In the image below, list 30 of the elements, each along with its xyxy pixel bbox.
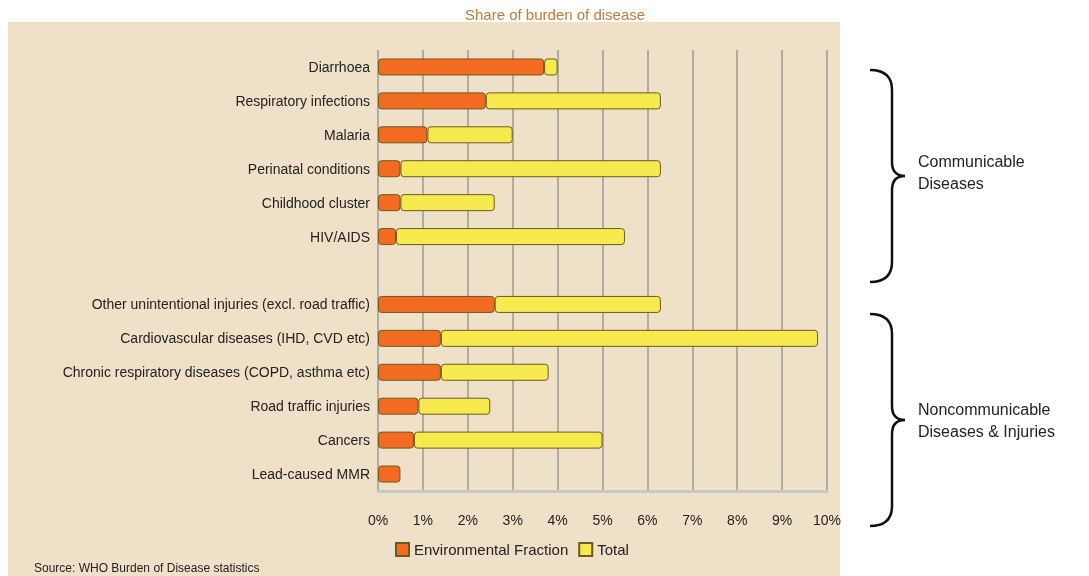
y-tick-label: Malaria	[324, 126, 371, 143]
text: Communicable Diseases	[918, 152, 1030, 192]
y-tick-label: Road traffic injuries	[250, 398, 370, 415]
x-tick-label: 5%	[592, 512, 613, 528]
y-tick-label: Cardiovascular diseases (IHD, CVD etc)	[120, 330, 370, 347]
x-tick-label: 6%	[637, 512, 658, 528]
legend-label: Total	[597, 541, 629, 558]
y-tick-label: Lead-caused MMR	[251, 466, 370, 483]
text: Noncommunicable Diseases & Injuries	[918, 400, 1055, 440]
bar	[378, 465, 401, 483]
x-tick-label: 7%	[682, 512, 703, 528]
x-tick-label: 0%	[367, 512, 389, 528]
y-tick-label: Perinatal conditions	[247, 160, 370, 177]
y-tick-label: Chronic respiratory diseases (COPD, asthma etc)	[62, 364, 370, 381]
x-tick-label: 3%	[502, 512, 523, 528]
y-tick-label: Cancers	[317, 432, 370, 449]
y-tick-label: Respiratory infections	[235, 92, 370, 109]
x-tick-label: 1%	[412, 512, 434, 528]
y-tick-label: Other unintentional injuries (excl. road traffic)	[91, 296, 370, 313]
legend-label: Environmental Fraction	[414, 541, 569, 558]
y-tick-label: Childhood cluster	[261, 194, 371, 211]
x-tick-label: 2%	[457, 512, 478, 528]
x-tick-label: 10%	[812, 512, 842, 528]
x-tick-label: 8%	[727, 512, 748, 528]
source-note: Source: WHO Burden of Disease statistics	[34, 561, 260, 575]
y-tick-label: HIV/AIDS	[310, 228, 370, 245]
y-tick-label: Diarrhoea	[308, 58, 371, 75]
x-tick-label: 4%	[547, 512, 568, 528]
chart-title: Share of burden of disease	[465, 6, 646, 23]
x-tick-label: 9%	[771, 512, 793, 528]
